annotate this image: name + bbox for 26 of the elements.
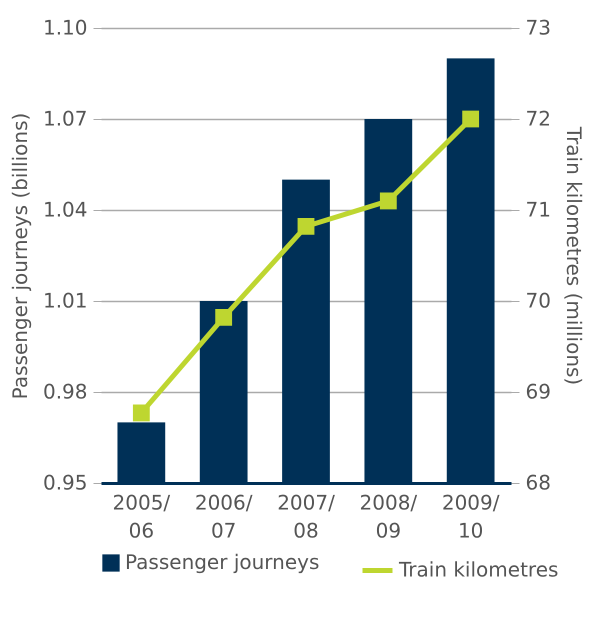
y2-tick-label: 70 <box>526 288 551 312</box>
y-axis-title: Passenger journeys (billions) <box>8 112 32 400</box>
point <box>298 218 314 235</box>
legend-label: Train kilometres <box>398 558 558 582</box>
point <box>380 192 397 210</box>
y-tick-label: 0.95 <box>42 470 88 494</box>
y-tick-label: 1.07 <box>42 106 88 130</box>
x-tick-label: 2006/07 <box>194 490 253 542</box>
point <box>215 308 232 326</box>
x-tick-label: 2009/10 <box>442 490 500 542</box>
y-tick-label: 0.98 <box>42 380 88 404</box>
y-tick-label: 1.10 <box>42 16 88 40</box>
x-tick-label: 2007/08 <box>277 490 336 542</box>
y2-tick-label: 68 <box>526 470 551 494</box>
y-tick-label: 1.04 <box>42 198 88 222</box>
legend-label: Passenger journeys <box>125 550 320 574</box>
y2-tick-label: 73 <box>526 16 551 40</box>
point <box>462 110 480 128</box>
y2-tick-label: 69 <box>526 380 551 404</box>
y2-tick-label: 71 <box>526 198 551 222</box>
x-tick-label: 2005/06 <box>112 490 170 542</box>
x-tick-label: 2008/09 <box>360 490 418 542</box>
point <box>132 404 150 422</box>
y-tick-label: 1.01 <box>42 288 88 312</box>
y2-axis-title: Train kilometres (millions) <box>562 126 586 386</box>
y2-tick-label: 72 <box>526 106 551 130</box>
